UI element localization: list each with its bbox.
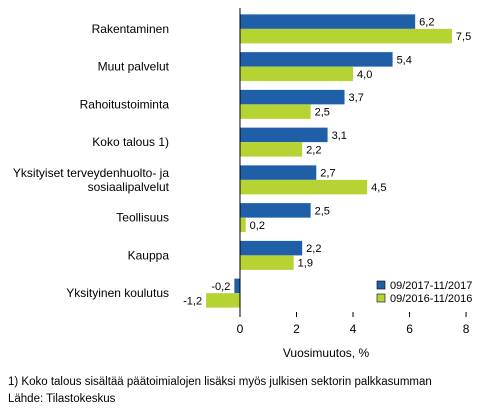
data-label: 5,4 bbox=[397, 54, 412, 66]
bars bbox=[206, 14, 452, 308]
category-label-line: Yksityiset terveydenhuolto- ja bbox=[13, 166, 169, 180]
data-label: 0,2 bbox=[250, 220, 265, 232]
x-axis-label: Vuosimuutos, % bbox=[283, 346, 370, 360]
category-labels: Rakentaminen Muut palvelut Rahoitustoimint… bbox=[13, 22, 170, 300]
category-label-line: sosiaalipalvelut bbox=[88, 180, 170, 194]
data-label: 2,2 bbox=[306, 144, 321, 156]
category-label-line: Muut palvelut bbox=[98, 60, 170, 74]
category-label: Yksityinen koulutus bbox=[66, 286, 169, 300]
legend-label: 09/2017-11/2017 bbox=[390, 280, 472, 292]
bar bbox=[239, 14, 416, 29]
value-labels: 6,27,55,44,03,72,53,12,22,74,52,50,22,21… bbox=[183, 17, 471, 308]
data-label: 2,5 bbox=[315, 107, 330, 119]
x-tick-label: 4 bbox=[350, 322, 357, 336]
bar bbox=[239, 203, 311, 218]
bar bbox=[239, 127, 328, 143]
category-label: Koko talous 1) bbox=[92, 135, 169, 149]
footnote-definition: 1) Koko talous sisältää päätoimialojen l… bbox=[8, 376, 432, 388]
bar-chart: Rakentaminen Muut palvelut Rahoitustoimint… bbox=[13, 8, 472, 360]
data-label: 6,2 bbox=[419, 17, 434, 29]
category-label-line: Teollisuus bbox=[116, 211, 169, 225]
bar bbox=[239, 255, 294, 270]
bar bbox=[239, 240, 303, 256]
x-tick-label: 0 bbox=[237, 322, 244, 336]
data-label: -1,2 bbox=[183, 295, 202, 307]
category-label: Rakentaminen bbox=[92, 22, 169, 36]
bar bbox=[239, 142, 303, 157]
data-label: -0,2 bbox=[211, 281, 230, 293]
category-label-line: Kauppa bbox=[128, 248, 170, 262]
category-label-line: Koko talous 1) bbox=[92, 135, 169, 149]
data-label: 2,2 bbox=[306, 243, 321, 255]
legend-swatch bbox=[376, 280, 386, 290]
bar bbox=[206, 293, 240, 308]
data-label: 1,9 bbox=[298, 258, 313, 270]
category-label: Rahoitustoiminta bbox=[80, 97, 170, 111]
bar bbox=[239, 52, 393, 67]
data-label: 3,7 bbox=[349, 92, 364, 104]
footnote-source: Lähde: Tilastokeskus bbox=[8, 393, 116, 405]
data-label: 2,5 bbox=[315, 205, 330, 217]
bar bbox=[239, 89, 345, 105]
x-tick-label: 2 bbox=[293, 322, 300, 336]
data-label: 7,5 bbox=[456, 31, 471, 43]
legend-swatch bbox=[376, 293, 386, 303]
category-label: Muut palvelut bbox=[98, 60, 170, 74]
bar bbox=[239, 66, 354, 82]
bar bbox=[239, 104, 311, 119]
category-label-line: Rakentaminen bbox=[92, 22, 169, 36]
data-label: 4,5 bbox=[371, 182, 386, 194]
bar bbox=[234, 278, 240, 294]
legend-label: 09/2016-11/2016 bbox=[390, 293, 472, 305]
bar bbox=[239, 28, 452, 44]
data-label: 3,1 bbox=[332, 130, 347, 142]
bar bbox=[239, 179, 368, 195]
bar bbox=[239, 165, 317, 180]
data-label: 2,7 bbox=[320, 168, 335, 180]
category-label: Kauppa bbox=[128, 248, 170, 262]
category-label-line: Yksityinen koulutus bbox=[66, 286, 169, 300]
x-tick-label: 6 bbox=[406, 322, 413, 336]
category-label-line: Rahoitustoiminta bbox=[80, 97, 170, 111]
x-tick-label: 8 bbox=[463, 322, 470, 336]
category-label: Yksityiset terveydenhuolto- ja sosiaalipa… bbox=[13, 166, 170, 194]
data-label: 4,0 bbox=[357, 69, 372, 81]
bar bbox=[239, 217, 246, 233]
category-label: Teollisuus bbox=[116, 211, 169, 225]
x-axis: 0 2 4 6 8 bbox=[237, 312, 470, 336]
